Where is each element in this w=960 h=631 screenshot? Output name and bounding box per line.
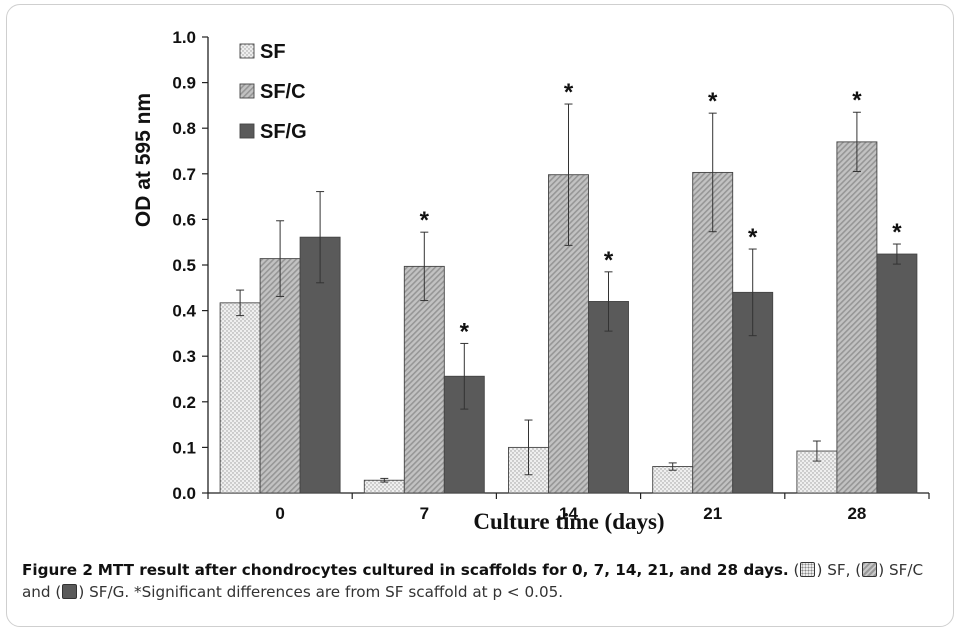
- legend-label-sf: SF: [260, 41, 286, 63]
- significance-marker: *: [708, 88, 718, 115]
- legend-swatch-sf: [239, 43, 255, 59]
- x-tick-label: 0: [275, 504, 284, 523]
- significance-marker: *: [892, 219, 902, 246]
- x-tick-label: 7: [420, 504, 429, 523]
- caption-title: MTT result after chondrocytes cultured i…: [97, 561, 789, 579]
- legend-label-sf-c: SF/C: [260, 81, 306, 103]
- significance-marker: *: [852, 87, 862, 114]
- y-tick-label: 0.8: [172, 119, 196, 138]
- bar-sf-c: [259, 258, 301, 494]
- x-axis-label: Culture time (days): [473, 509, 664, 534]
- caption-label: Figure 2: [22, 561, 93, 579]
- bar-sf-g: [876, 253, 918, 494]
- legend-swatch-sf-g: [239, 123, 255, 139]
- y-tick-label: 0.1: [172, 438, 196, 457]
- x-tick-label: 14: [559, 504, 578, 523]
- y-tick-label: 0.7: [172, 165, 196, 184]
- significance-marker: *: [420, 207, 430, 234]
- figure-caption: Figure 2 MTT result after chondrocytes c…: [22, 561, 924, 601]
- y-tick-label: 0.6: [172, 210, 196, 229]
- sf-swatch-icon: [800, 562, 816, 577]
- legend-swatch-sf-c: [239, 83, 255, 99]
- bar-sf-g: [588, 301, 629, 494]
- y-tick-label: 0.2: [172, 393, 196, 412]
- bar-sf: [652, 466, 694, 494]
- x-tick-label: 21: [703, 504, 722, 523]
- significance-marker: *: [460, 318, 470, 345]
- y-tick-label: 0.4: [172, 302, 196, 321]
- figure-frame: [6, 4, 954, 627]
- y-tick-label: 1.0: [172, 28, 196, 47]
- caption-sfc: SF/C and: [22, 561, 924, 601]
- bar-chart: 0.0 0.1 0.2 0.3 0.4 0.5 0.6 0.7 0.8 0.9 1.0 0 7 14 21 2…: [132, 28, 930, 534]
- significance-marker: *: [748, 224, 758, 251]
- caption-sfg: SF/G. *Significant differences are from …: [89, 583, 564, 601]
- legend-label-sf-g: SF/G: [260, 121, 307, 143]
- y-tick-label: 0.5: [172, 256, 196, 275]
- y-tick-label: 0.0: [172, 484, 196, 503]
- bar-sf: [219, 302, 261, 494]
- y-tick-label: 0.3: [172, 347, 196, 366]
- y-tick-label: 0.9: [172, 74, 196, 93]
- sfg-swatch-icon: [62, 584, 78, 599]
- significance-marker: *: [604, 247, 614, 274]
- bars-layer: * * * * * * * *: [219, 79, 918, 494]
- caption-sf: SF,: [827, 561, 851, 579]
- x-tick-label: 28: [847, 504, 866, 523]
- sfc-swatch-icon: [862, 562, 878, 577]
- bar-sf-c: [836, 141, 878, 494]
- legend: SF SF/C SF/G: [239, 41, 307, 143]
- significance-marker: *: [564, 79, 574, 106]
- y-axis-label: OD at 595 nm: [132, 93, 155, 227]
